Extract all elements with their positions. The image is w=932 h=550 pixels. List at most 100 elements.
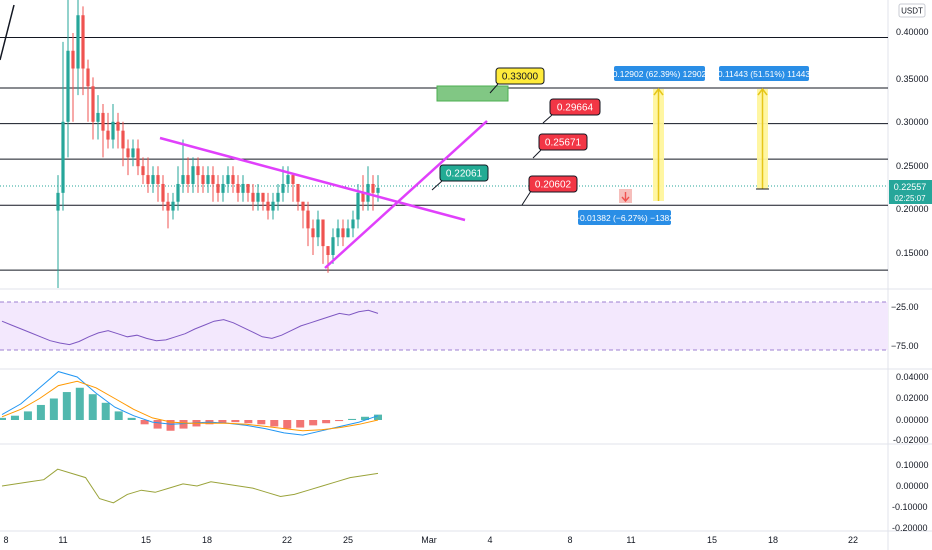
time-tick: 11 [626, 535, 635, 545]
macd-histogram-bar [114, 411, 123, 420]
macd-histogram-bar [62, 392, 71, 420]
measure-down[interactable]: −0.01382 (−6.27%) −1382 [575, 189, 674, 225]
candle-body [96, 112, 100, 122]
candle-body [256, 192, 260, 202]
macd-tick: 0.02000 [896, 393, 929, 403]
candle-body [56, 192, 60, 211]
time-tick: 25 [343, 535, 353, 545]
candle-body [146, 175, 150, 184]
candles [56, 0, 380, 288]
time-tick: Mar [421, 535, 437, 545]
candle-body [61, 121, 65, 193]
candle-body [271, 201, 275, 211]
candle-body [251, 192, 255, 202]
price-tick: 0.35000 [896, 74, 929, 84]
osc-axis[interactable]: 0.10000 0.00000 -0.10000 -0.20000 [892, 460, 929, 533]
callout-0.25671[interactable]: 0.25671 [532, 133, 588, 159]
macd-axis[interactable]: 0.04000 0.02000 0.00000 -0.02000 [893, 372, 929, 445]
macd-histogram-bar [75, 387, 84, 420]
callout-0.20602[interactable]: 0.20602 [521, 175, 578, 206]
candle-body [246, 183, 250, 193]
macd-histogram-bar [322, 420, 331, 424]
macd-histogram-bar [166, 420, 175, 431]
candle-body [91, 86, 95, 122]
currency-label: USDT [901, 7, 923, 16]
candle-body [136, 148, 140, 167]
callout-0.33000[interactable]: 0.33000 [489, 67, 545, 94]
macd-histogram-bar [348, 418, 357, 420]
callout-0.22061[interactable]: 0.22061 [431, 164, 489, 191]
callout-label: 0.25671 [545, 138, 582, 149]
macd-histogram-bar [0, 417, 6, 420]
measure-up-2[interactable]: 0.11443 (51.51%) 11443 [718, 66, 811, 190]
arrow-up-icon [757, 87, 768, 96]
macd-histogram-bar [374, 414, 382, 420]
drawn-line[interactable] [0, 4, 15, 61]
support-trendline[interactable] [324, 120, 488, 269]
macd-histogram-bar [10, 415, 19, 420]
candle-body [116, 121, 120, 131]
rsi-band [0, 302, 888, 350]
time-tick: 8 [567, 535, 572, 545]
candle-body [171, 201, 175, 211]
time-tick: 22 [848, 535, 858, 545]
candle-body [231, 175, 235, 184]
currency-badge[interactable]: USDT [898, 3, 926, 18]
candle-body [81, 15, 85, 69]
callout-label: 0.33000 [502, 72, 539, 83]
resistance-trendline[interactable] [159, 136, 466, 222]
macd-histogram-bar [153, 420, 162, 429]
candle-body [101, 112, 105, 131]
candle-body [121, 130, 125, 149]
macd-tick: 0.00000 [896, 415, 929, 425]
callout-label: 0.20602 [535, 180, 572, 191]
candle-body [356, 192, 360, 220]
candle-body [291, 175, 295, 184]
rsi-axis[interactable]: 25.00 75.00 [896, 302, 919, 351]
candle-body [371, 183, 375, 193]
macd-histogram-bar [179, 420, 188, 429]
price-tick: 0.30000 [896, 117, 929, 127]
measure-up-1[interactable]: 0.12902 (62.39%) 12902 [613, 66, 707, 201]
time-tick: 18 [768, 535, 778, 545]
macd-histogram-bar [309, 420, 318, 426]
candle-body [66, 50, 70, 122]
time-tick: 15 [141, 535, 151, 545]
candle-body [191, 166, 195, 184]
target-zone-box[interactable] [436, 85, 509, 102]
macd-histogram-bar [140, 420, 149, 425]
macd-histogram-bar [23, 411, 32, 420]
callout-0.29664[interactable]: 0.29664 [542, 98, 601, 124]
candle-body [226, 175, 230, 184]
candle-body [196, 166, 200, 176]
time-axis[interactable]: 8 11 15 18 22 25 Mar 4 8 11 15 18 22 [3, 535, 858, 545]
macd-tick: -0.02000 [893, 435, 929, 445]
osc-tick: 0.10000 [896, 460, 929, 470]
macd-histogram-bar [127, 417, 136, 420]
candle-body [266, 201, 270, 211]
candle-body [351, 219, 355, 229]
candle-body [186, 175, 190, 184]
candle-body [211, 175, 215, 184]
callout-label: 0.22061 [446, 169, 483, 180]
candle-body [311, 228, 315, 238]
candle-body [216, 183, 220, 193]
macd-histogram-bar [283, 420, 292, 429]
macd-histogram-bar [218, 420, 227, 424]
osc-tick: -0.10000 [892, 502, 928, 512]
rsi-series [1, 309, 379, 346]
price-axis[interactable]: 0.40000 0.35000 0.30000 0.25000 0.20000 … [896, 27, 929, 258]
candle-body [241, 183, 245, 193]
candle-body [151, 175, 155, 184]
macd-histogram-bar [231, 420, 240, 423]
rsi-tick: 75.00 [896, 341, 919, 351]
price-tick: 0.15000 [896, 248, 929, 258]
time-tick: 4 [487, 535, 492, 545]
macd-histogram-bar [49, 398, 58, 420]
time-tick: 8 [3, 535, 8, 545]
candle-body [131, 148, 135, 158]
macd-histogram-bar [101, 402, 110, 420]
candle-body [361, 192, 365, 202]
measure-label: −0.01382 (−6.27%) −1382 [575, 213, 674, 223]
